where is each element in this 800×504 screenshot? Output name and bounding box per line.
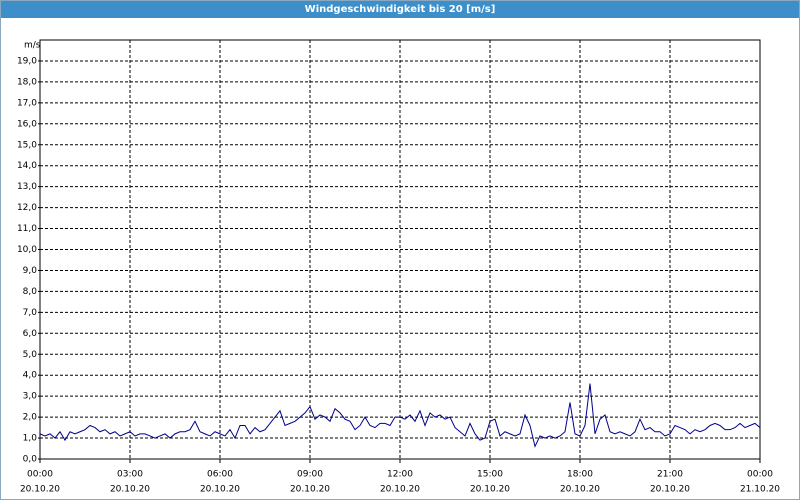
- x-tick-date: 20.10.20: [650, 485, 690, 495]
- y-tick-label: 12,0: [17, 203, 37, 213]
- x-tick-date: 20.10.20: [200, 485, 240, 495]
- y-tick-label: 4,0: [23, 371, 38, 381]
- x-tick-label: 15:00: [477, 470, 503, 480]
- y-tick-label: 14,0: [17, 161, 37, 171]
- y-tick-label: 10,0: [17, 245, 37, 255]
- x-tick-label: 06:00: [207, 470, 233, 480]
- y-tick-label: 9,0: [23, 266, 38, 276]
- x-tick-label: 21:00: [657, 470, 683, 480]
- y-tick-label: 17,0: [17, 98, 37, 108]
- x-tick-date: 20.10.20: [290, 485, 330, 495]
- x-tick-date: 20.10.20: [20, 485, 60, 495]
- x-tick-date: 20.10.20: [560, 485, 600, 495]
- x-tick-date: 20.10.20: [110, 485, 150, 495]
- y-tick-label: 7,0: [23, 308, 38, 318]
- y-tick-label: 0,0: [23, 455, 38, 465]
- x-tick-label: 03:00: [117, 470, 143, 480]
- x-tick-label: 00:00: [747, 470, 773, 480]
- x-tick-label: 09:00: [297, 470, 323, 480]
- y-tick-label: 19,0: [17, 56, 37, 66]
- y-tick-label: 13,0: [17, 182, 37, 192]
- y-tick-label: 16,0: [17, 119, 37, 129]
- y-tick-label: 1,0: [23, 434, 38, 444]
- y-tick-label: 15,0: [17, 140, 37, 150]
- chart-title: Windgeschwindigkeit bis 20 [m/s]: [305, 4, 496, 15]
- x-tick-label: 00:00: [27, 470, 53, 480]
- x-tick-label: 18:00: [567, 470, 593, 480]
- y-tick-label: 3,0: [23, 392, 38, 402]
- x-tick-date: 20.10.20: [470, 485, 510, 495]
- x-tick-date: 21.10.20: [740, 485, 780, 495]
- title-bar: [0, 0, 800, 18]
- y-tick-label: 11,0: [17, 224, 37, 234]
- plot-frame: [39, 39, 761, 460]
- x-tick-label: 12:00: [387, 470, 413, 480]
- y-tick-label: 8,0: [23, 287, 38, 297]
- y-tick-label: 18,0: [17, 77, 37, 87]
- wind-line: [39, 383, 761, 448]
- y-tick-label: 6,0: [23, 329, 38, 339]
- y-unit: m/s: [24, 41, 41, 51]
- x-tick-date: 20.10.20: [380, 485, 420, 495]
- y-tick-label: 2,0: [23, 413, 38, 423]
- y-tick-label: 5,0: [23, 350, 38, 360]
